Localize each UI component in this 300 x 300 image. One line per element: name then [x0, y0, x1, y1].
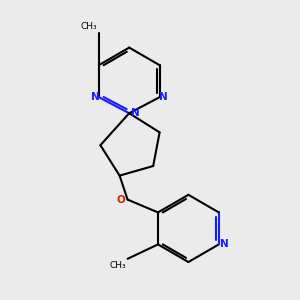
Text: N: N [91, 92, 99, 102]
Text: CH₃: CH₃ [81, 22, 98, 31]
Text: CH₃: CH₃ [110, 261, 126, 270]
Text: N: N [220, 239, 229, 249]
Text: N: N [130, 108, 139, 118]
Text: O: O [116, 195, 125, 205]
Text: N: N [159, 92, 168, 102]
